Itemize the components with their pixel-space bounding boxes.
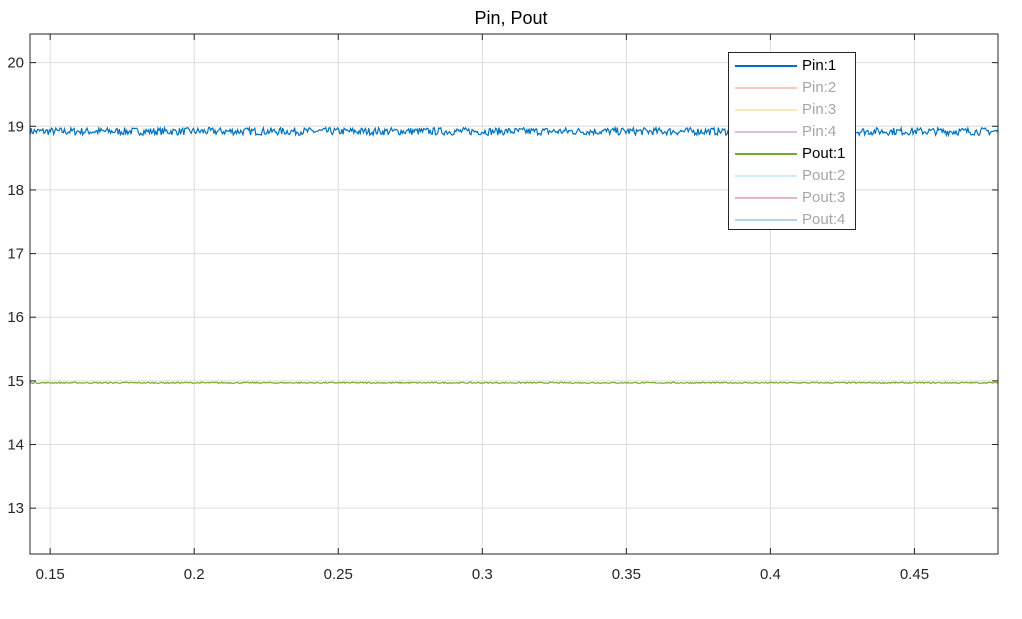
legend-label: Pout:4	[802, 211, 846, 228]
x-tick-label: 0.45	[900, 566, 929, 583]
legend-swatch	[735, 109, 797, 111]
x-tick-label: 0.15	[36, 566, 65, 583]
x-tick-label: 0.35	[612, 566, 641, 583]
legend-swatch	[735, 65, 797, 67]
y-tick-label: 18	[7, 182, 24, 199]
y-tick-label: 16	[7, 309, 24, 326]
legend-swatch	[735, 153, 797, 155]
x-tick-label: 0.4	[760, 566, 781, 583]
y-tick-label: 15	[7, 373, 24, 390]
y-tick-label: 13	[7, 500, 24, 517]
series-line-pout-1	[30, 381, 998, 385]
legend-swatch	[735, 197, 797, 199]
chart-title: Pin, Pout	[474, 8, 548, 28]
legend-label: Pin:1	[802, 57, 837, 74]
legend-swatch	[735, 87, 797, 89]
y-tick-label: 14	[7, 437, 24, 454]
legend-label: Pin:3	[802, 101, 837, 118]
y-tick-label: 19	[7, 118, 24, 135]
legend[interactable]: Pin:1 Pin:2 Pin:3 Pin:4 Pout:1 Pout:2 Pout:3 Po…	[728, 52, 856, 230]
x-tick-label: 0.2	[184, 566, 205, 583]
x-tick-label: 0.3	[472, 566, 493, 583]
axes	[29, 33, 999, 555]
legend-item-pout-2[interactable]: Pout:2	[729, 165, 855, 187]
tick-labels: 0.15 0.2 0.25 0.3 0.35 0.4 0.45 13 14 15 16 17 18 19 2…	[7, 55, 929, 583]
legend-item-pin-2[interactable]: Pin:2	[729, 77, 855, 99]
legend-label: Pout:1	[802, 145, 846, 162]
y-tick-label: 20	[7, 55, 24, 72]
legend-label: Pout:2	[802, 167, 846, 184]
y-tick-label: 17	[7, 246, 24, 263]
legend-item-pin-1[interactable]: Pin:1	[729, 55, 855, 77]
legend-swatch	[735, 131, 797, 133]
legend-label: Pin:2	[802, 79, 837, 96]
x-tick-label: 0.25	[324, 566, 353, 583]
legend-item-pin-4[interactable]: Pin:4	[729, 121, 855, 143]
legend-item-pout-3[interactable]: Pout:3	[729, 187, 855, 209]
legend-item-pin-3[interactable]: Pin:3	[729, 99, 855, 121]
legend-item-pout-1[interactable]: Pout:1	[729, 143, 855, 165]
legend-swatch	[735, 219, 797, 221]
legend-label: Pin:4	[802, 123, 837, 140]
axes-box	[29, 33, 999, 555]
legend-item-pout-4[interactable]: Pout:4	[729, 209, 855, 231]
legend-swatch	[735, 175, 797, 177]
legend-label: Pout:3	[802, 189, 846, 206]
